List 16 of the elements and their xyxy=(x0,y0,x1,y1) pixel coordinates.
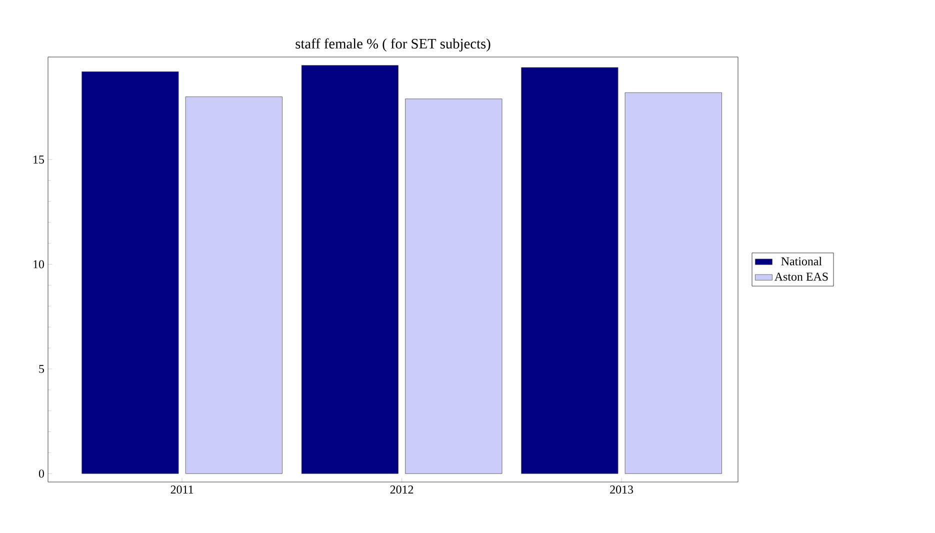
y-tick-label: 5 xyxy=(39,364,44,373)
x-tick-label: 2011 xyxy=(170,486,194,494)
bar xyxy=(301,65,398,474)
bar xyxy=(521,67,618,474)
chart-title: staff female % ( for SET subjects) xyxy=(296,38,490,52)
bar xyxy=(405,98,502,474)
y-tick-label: 15 xyxy=(34,156,44,164)
x-tick-label: 2013 xyxy=(610,486,634,494)
y-tick-label: 0 xyxy=(38,470,44,478)
bar xyxy=(624,92,722,474)
x-tick-label: 2012 xyxy=(390,486,414,494)
legend-label: National xyxy=(781,256,822,266)
bar xyxy=(185,96,282,474)
legend-label: Aston EAS xyxy=(774,272,828,281)
bar xyxy=(82,71,179,474)
y-tick-label: 10 xyxy=(34,260,44,268)
